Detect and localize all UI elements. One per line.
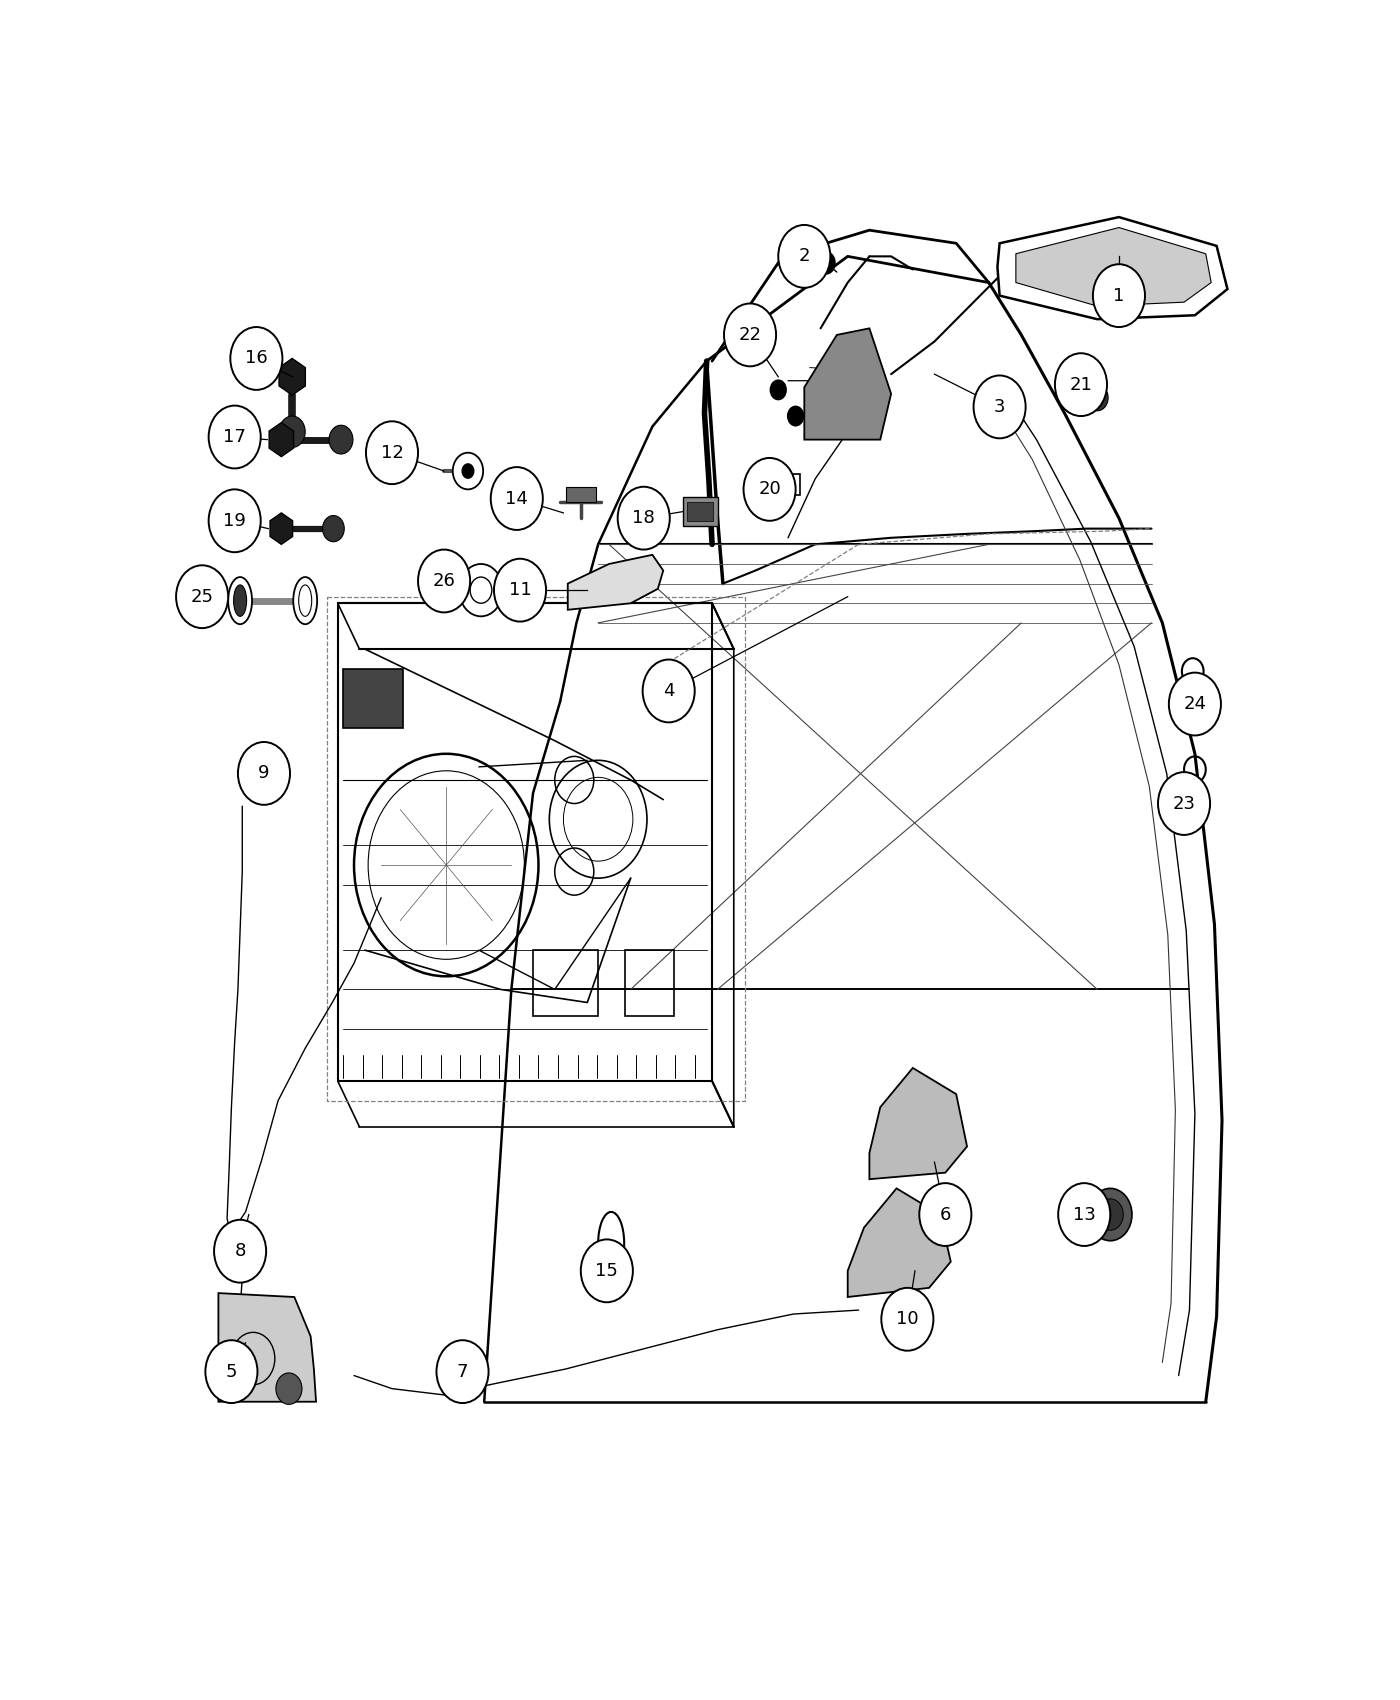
Text: 2: 2: [798, 248, 811, 265]
Text: 8: 8: [234, 1243, 246, 1260]
FancyBboxPatch shape: [343, 668, 403, 728]
Circle shape: [231, 326, 283, 389]
Polygon shape: [270, 513, 293, 544]
Text: 11: 11: [508, 581, 532, 598]
Circle shape: [617, 486, 669, 549]
Circle shape: [770, 379, 787, 401]
Circle shape: [276, 1374, 302, 1404]
Text: 18: 18: [633, 510, 655, 527]
Text: 23: 23: [1173, 794, 1196, 813]
Circle shape: [329, 425, 353, 454]
Text: 9: 9: [258, 765, 270, 782]
Text: 26: 26: [433, 571, 455, 590]
Circle shape: [214, 1221, 266, 1282]
Circle shape: [1158, 772, 1210, 835]
Circle shape: [1089, 1188, 1133, 1241]
Circle shape: [1056, 354, 1107, 416]
Text: 12: 12: [381, 444, 403, 462]
Circle shape: [643, 660, 694, 722]
Circle shape: [209, 406, 260, 469]
Text: 24: 24: [1183, 695, 1207, 712]
Text: 17: 17: [223, 428, 246, 445]
Circle shape: [206, 1340, 258, 1402]
Circle shape: [724, 304, 776, 366]
Circle shape: [452, 452, 483, 490]
Circle shape: [787, 406, 804, 427]
Circle shape: [419, 549, 470, 612]
Text: 10: 10: [896, 1311, 918, 1328]
Text: 5: 5: [225, 1363, 237, 1380]
Circle shape: [973, 376, 1026, 439]
Circle shape: [1182, 697, 1204, 724]
Text: 15: 15: [595, 1261, 619, 1280]
FancyBboxPatch shape: [566, 486, 596, 503]
Circle shape: [1098, 1198, 1123, 1231]
Text: 21: 21: [1070, 376, 1092, 394]
Text: 1: 1: [1113, 287, 1124, 304]
Circle shape: [462, 462, 475, 479]
Ellipse shape: [293, 576, 318, 624]
Circle shape: [494, 559, 546, 622]
Circle shape: [209, 490, 260, 552]
Text: 3: 3: [994, 398, 1005, 416]
Text: 20: 20: [759, 481, 781, 498]
Circle shape: [581, 1239, 633, 1302]
Polygon shape: [804, 328, 892, 440]
Circle shape: [437, 1340, 489, 1402]
Ellipse shape: [228, 576, 252, 624]
Polygon shape: [848, 1188, 951, 1297]
Circle shape: [1169, 673, 1221, 736]
FancyBboxPatch shape: [687, 503, 713, 520]
Text: 19: 19: [223, 512, 246, 530]
Text: 22: 22: [739, 326, 762, 343]
Text: 7: 7: [456, 1363, 468, 1380]
Circle shape: [322, 515, 344, 542]
Polygon shape: [869, 1068, 967, 1180]
Ellipse shape: [234, 585, 246, 617]
Circle shape: [176, 566, 228, 627]
Circle shape: [1086, 384, 1109, 411]
Polygon shape: [997, 218, 1228, 320]
Polygon shape: [269, 423, 294, 457]
Circle shape: [1184, 792, 1205, 819]
Text: 16: 16: [245, 350, 267, 367]
Circle shape: [279, 416, 305, 447]
Circle shape: [238, 741, 290, 804]
Text: 14: 14: [505, 490, 528, 508]
Circle shape: [1058, 1183, 1110, 1246]
Polygon shape: [1016, 228, 1211, 306]
Circle shape: [491, 468, 543, 530]
FancyBboxPatch shape: [683, 496, 717, 525]
Text: 6: 6: [939, 1205, 951, 1224]
Text: 13: 13: [1072, 1205, 1096, 1224]
Polygon shape: [218, 1294, 316, 1402]
Circle shape: [778, 224, 830, 287]
Circle shape: [365, 422, 419, 484]
Circle shape: [882, 1289, 934, 1352]
Circle shape: [459, 564, 503, 617]
Circle shape: [1093, 264, 1145, 326]
Text: 25: 25: [190, 588, 214, 605]
Circle shape: [743, 457, 795, 520]
Text: 4: 4: [664, 682, 675, 700]
Polygon shape: [279, 359, 305, 394]
Circle shape: [816, 252, 836, 275]
Circle shape: [920, 1183, 972, 1246]
Polygon shape: [568, 554, 664, 610]
